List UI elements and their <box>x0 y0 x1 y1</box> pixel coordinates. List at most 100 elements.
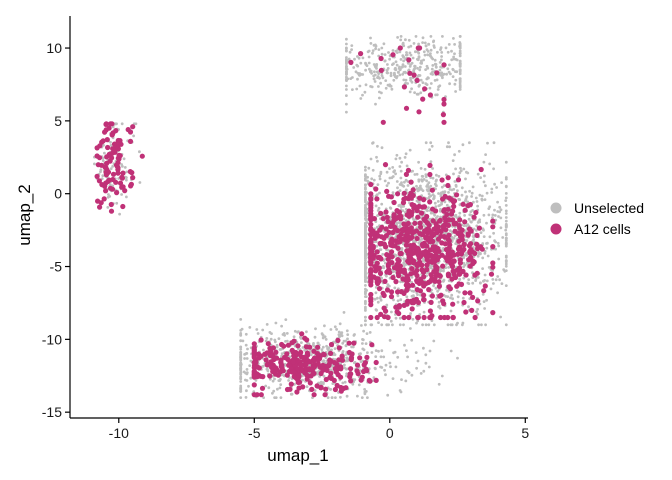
data-point <box>443 184 446 187</box>
data-point <box>274 321 278 325</box>
data-point <box>428 299 434 305</box>
data-point <box>465 195 469 199</box>
data-point <box>401 190 407 196</box>
data-point <box>371 51 374 55</box>
data-point <box>382 162 389 168</box>
data-point <box>422 346 425 350</box>
data-point <box>365 332 369 335</box>
data-point <box>284 340 287 343</box>
data-point <box>429 48 433 52</box>
data-point <box>472 272 478 278</box>
data-point <box>454 90 457 93</box>
data-point <box>449 263 455 269</box>
data-point <box>253 359 259 365</box>
data-point <box>462 256 466 260</box>
data-point <box>300 341 303 344</box>
data-point <box>446 67 450 71</box>
data-point <box>446 256 452 262</box>
data-point <box>454 70 457 73</box>
data-point <box>113 122 117 126</box>
data-point <box>93 162 96 166</box>
data-point <box>363 366 369 372</box>
data-point <box>369 157 373 161</box>
data-point <box>455 58 459 62</box>
data-point <box>106 195 110 199</box>
data-point <box>436 88 440 91</box>
data-point <box>461 296 465 300</box>
data-point <box>331 382 335 385</box>
y-tick-label: 5 <box>54 113 62 129</box>
data-point <box>409 44 413 48</box>
data-point <box>254 364 261 370</box>
data-point <box>399 169 403 173</box>
data-point <box>367 49 371 53</box>
data-point <box>453 153 456 157</box>
data-point <box>374 249 380 255</box>
data-point <box>367 61 371 65</box>
data-point <box>429 72 433 76</box>
legend-label: A12 cells <box>574 221 631 237</box>
data-point <box>421 41 424 44</box>
data-point <box>376 144 379 148</box>
data-point <box>461 246 467 252</box>
data-point <box>388 167 391 171</box>
data-point <box>291 369 297 375</box>
data-point <box>405 164 409 168</box>
data-point <box>378 76 381 80</box>
data-point <box>314 383 320 389</box>
data-point <box>451 75 455 78</box>
data-point <box>329 368 333 371</box>
data-point <box>251 354 257 361</box>
data-point <box>400 183 403 187</box>
data-point <box>458 77 462 81</box>
data-point <box>307 344 313 350</box>
data-point <box>410 338 414 342</box>
data-point <box>458 46 462 50</box>
data-point <box>279 362 285 368</box>
data-point <box>280 352 284 356</box>
data-point <box>359 352 362 356</box>
data-point <box>374 355 378 358</box>
data-point <box>109 144 113 147</box>
data-point <box>386 283 390 286</box>
data-point <box>417 73 421 77</box>
data-point <box>417 160 420 164</box>
data-point <box>482 213 486 217</box>
data-point <box>472 238 475 242</box>
data-point <box>412 69 416 73</box>
data-point <box>345 46 348 50</box>
data-point <box>336 345 342 351</box>
data-point <box>434 286 438 290</box>
data-point <box>424 68 427 71</box>
data-point <box>377 321 380 324</box>
data-point <box>450 301 456 307</box>
data-point <box>139 153 145 159</box>
data-point <box>432 275 438 281</box>
data-point <box>380 46 384 50</box>
data-point <box>401 204 405 208</box>
data-point <box>404 286 410 292</box>
data-point <box>492 282 495 285</box>
data-point <box>406 57 412 63</box>
data-point <box>263 357 269 363</box>
data-point <box>499 216 503 220</box>
data-point <box>115 165 121 171</box>
y-axis-title: umap_2 <box>15 184 34 245</box>
data-point <box>440 298 446 304</box>
data-point <box>368 295 374 301</box>
data-point <box>504 228 508 232</box>
data-point <box>451 198 458 204</box>
data-point <box>440 58 443 62</box>
data-point <box>425 179 428 183</box>
data-point <box>406 247 412 254</box>
data-point <box>471 185 475 189</box>
data-point <box>421 249 428 255</box>
data-point <box>364 241 367 245</box>
data-point <box>385 303 389 307</box>
data-point <box>478 218 482 222</box>
data-point <box>488 271 495 277</box>
data-point <box>504 262 508 266</box>
data-point <box>453 52 456 56</box>
data-point <box>239 332 243 335</box>
data-point <box>117 180 124 186</box>
